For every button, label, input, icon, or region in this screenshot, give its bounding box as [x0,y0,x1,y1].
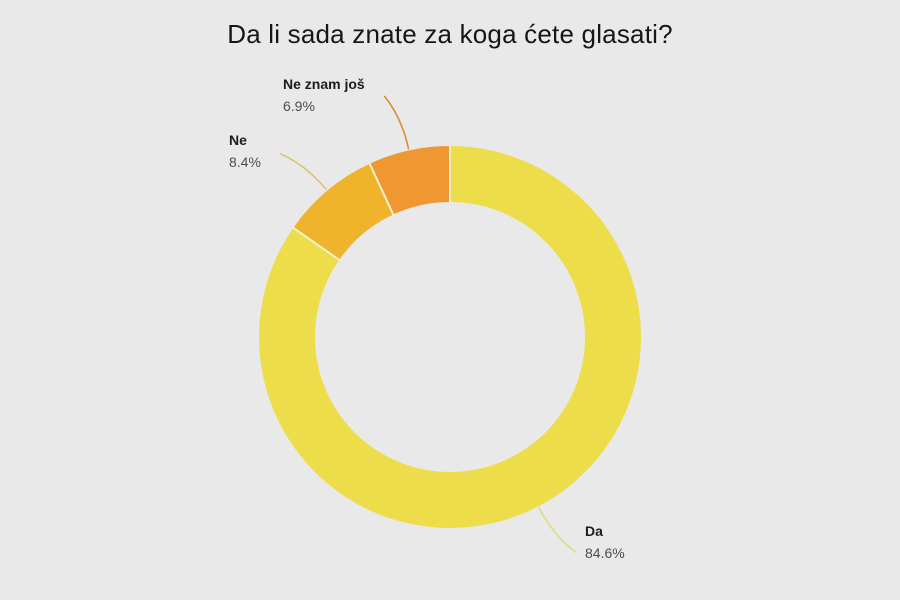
slice-label-percent: 84.6% [585,545,625,561]
leader-line-da [538,507,577,553]
slice-label-ne: Ne 8.4% [229,133,261,170]
slice-label-ne-znam-jos: Ne znam još 6.9% [283,77,365,114]
leader-line-ne [279,153,327,190]
slice-label-name: Ne znam još [283,76,365,92]
slice-label-name: Ne [229,132,247,148]
chart-title: Da li sada znate za koga ćete glasati? [227,19,673,49]
pie-slice-ne[interactable] [293,163,394,260]
slice-separator-2 [368,162,395,216]
slice-label-percent: 8.4% [229,154,261,170]
pie-slice-ne-znam-jos[interactable] [369,146,450,215]
slice-separator-1 [291,226,341,262]
slice-label-da: Da 84.6% [585,524,625,561]
slice-label-name: Da [585,523,603,539]
leader-line-ne-znam-jos [383,95,410,150]
pie-slice-da[interactable] [259,146,641,528]
slice-label-percent: 6.9% [283,98,315,114]
